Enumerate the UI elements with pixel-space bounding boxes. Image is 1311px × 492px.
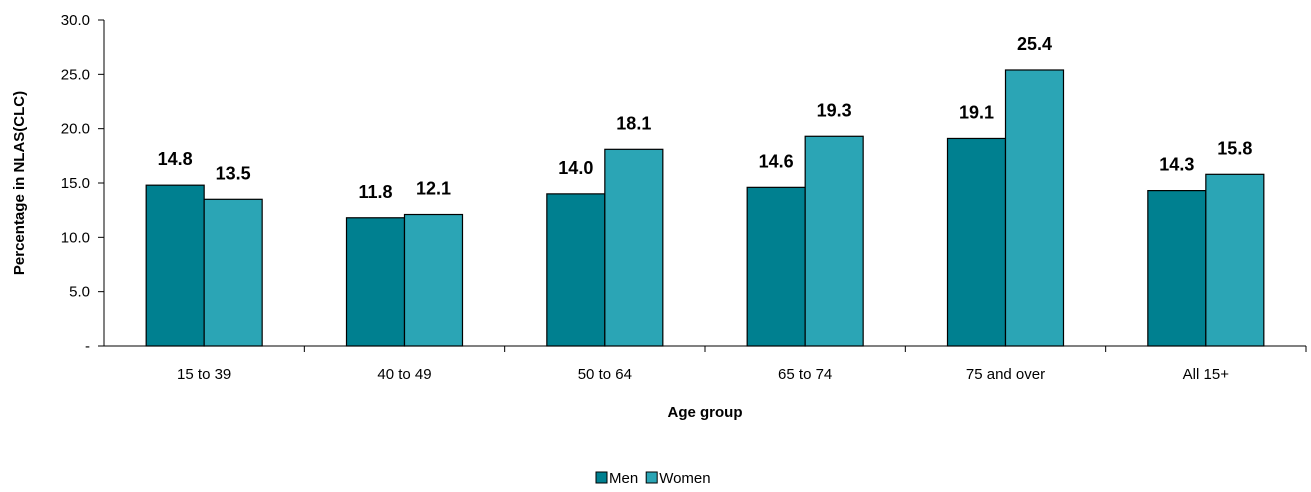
y-tick-label: 15.0 <box>61 175 90 192</box>
bar-women-4 <box>1004 69 1065 347</box>
bar-men-2 <box>546 193 606 347</box>
data-label-men-5: 14.3 <box>1159 155 1194 175</box>
y-axis-ticks: - 5.0 10.0 15.0 20.0 25.0 30.0 <box>61 12 104 355</box>
data-label-women-5: 15.8 <box>1217 138 1252 158</box>
x-tick-label: 40 to 49 <box>377 366 431 383</box>
y-tick-label: 20.0 <box>61 121 90 138</box>
bar-women-3 <box>804 135 864 347</box>
x-tick-label: 15 to 39 <box>177 366 231 383</box>
bar-men-5 <box>1147 190 1207 347</box>
data-label-men-0: 14.8 <box>158 149 193 169</box>
x-axis-ticks: 15 to 39 40 to 49 50 to 64 65 to 74 75 and o… <box>177 346 1307 383</box>
bar-men-1 <box>345 217 406 347</box>
data-label-women-4: 25.4 <box>1017 34 1052 54</box>
y-tick-label: 10.0 <box>61 229 90 246</box>
x-tick-label: 75 and over <box>966 366 1045 383</box>
x-axis-title: Age group <box>668 404 743 421</box>
data-label-women-1: 12.1 <box>416 179 451 199</box>
legend: Men Women <box>595 470 711 487</box>
legend-label-men: Men <box>609 470 638 487</box>
x-tick-label: 65 to 74 <box>778 366 832 383</box>
data-label-men-3: 14.6 <box>759 151 794 171</box>
bar-men-0 <box>145 184 205 347</box>
y-tick-label: 25.0 <box>61 66 90 83</box>
data-label-women-2: 18.1 <box>616 113 651 133</box>
bar-women-5 <box>1205 173 1265 347</box>
bar-men-3 <box>746 186 806 347</box>
bar-women-0 <box>203 198 263 347</box>
x-tick-label: 50 to 64 <box>578 366 632 383</box>
y-tick-label: 5.0 <box>69 284 90 301</box>
data-label-men-1: 11.8 <box>358 182 392 202</box>
legend-swatch-women <box>645 471 658 484</box>
y-tick-label: - <box>85 338 90 355</box>
y-tick-label: 30.0 <box>61 12 90 29</box>
data-label-women-0: 13.5 <box>216 163 251 183</box>
bar-women-1 <box>403 213 464 347</box>
bars <box>145 69 1265 347</box>
data-labels: 14.8 13.5 11.8 12.1 14.0 18.1 14.6 19.3 19.1 25.4… <box>158 34 1253 202</box>
legend-label-women: Women <box>659 470 710 487</box>
data-label-men-4: 19.1 <box>959 102 994 122</box>
bar-men-4 <box>946 137 1007 347</box>
data-label-men-2: 14.0 <box>558 158 593 178</box>
y-axis-title: Percentage in NLAS(CLC) <box>11 91 28 275</box>
x-tick-label: All 15+ <box>1183 366 1230 383</box>
legend-swatch-men <box>595 471 608 484</box>
bar-women-2 <box>604 148 664 347</box>
data-label-women-3: 19.3 <box>817 100 852 120</box>
